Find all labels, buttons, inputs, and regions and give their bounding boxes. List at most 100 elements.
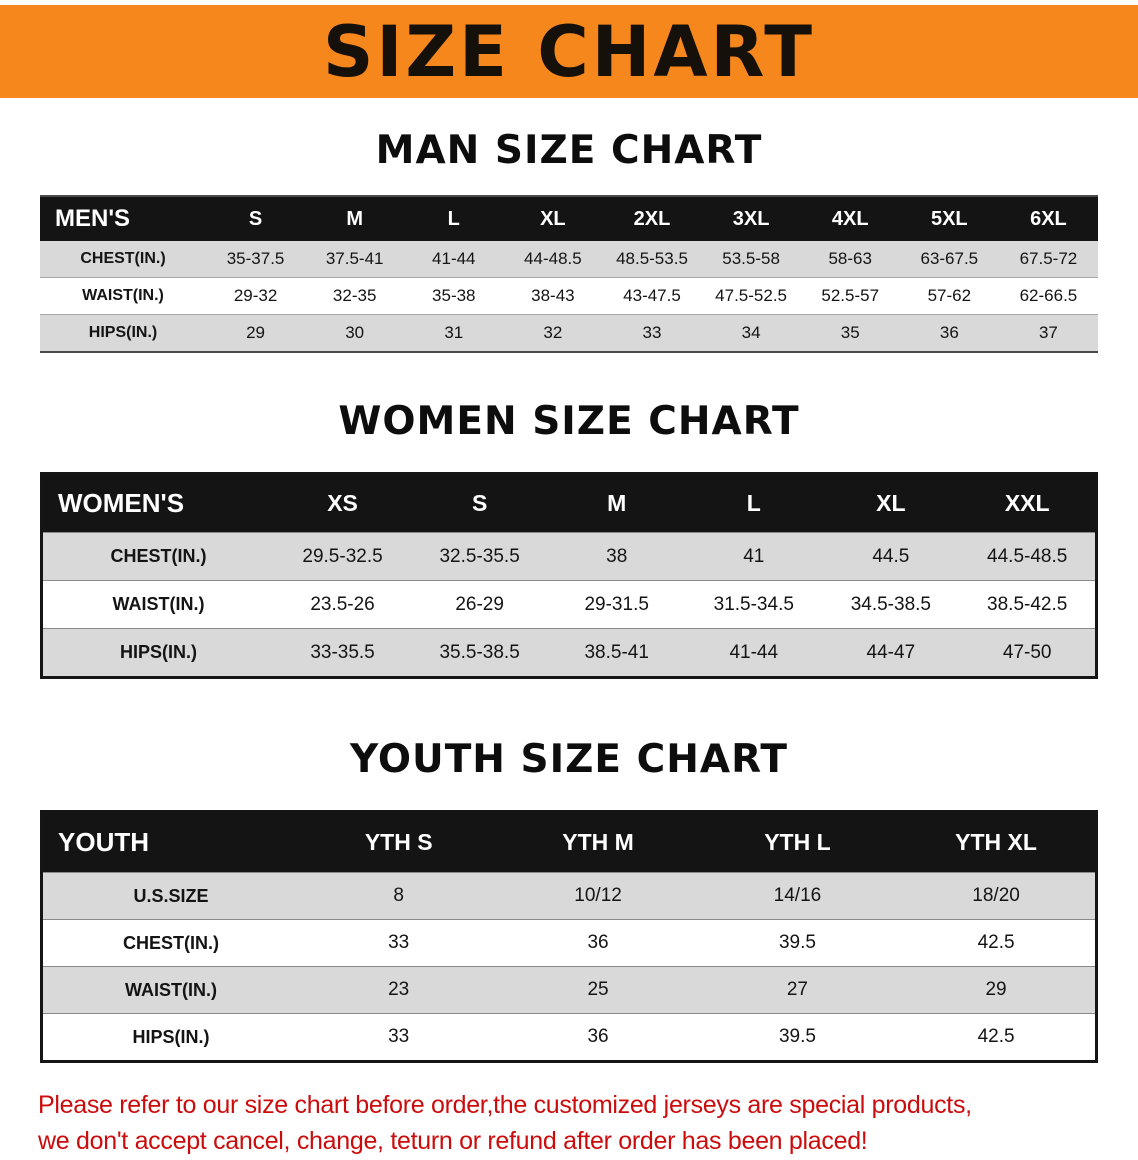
- row-label-cell: HIPS(IN.): [41, 628, 274, 678]
- size-header-cell: XL: [503, 196, 603, 241]
- value-cell: 33-35.5: [274, 628, 412, 678]
- value-cell: 32.5-35.5: [411, 532, 549, 581]
- men-size-chart-section: MAN SIZE CHART MEN'S S M L XL 2XL 3XL 4XL 5XL 6XL…: [0, 128, 1138, 353]
- row-label-cell: U.S.SIZE: [41, 872, 299, 920]
- women-size-table: WOMEN'S XS S M L XL XXL CHEST(IN.) 29.5-32.5 32.5…: [40, 472, 1098, 679]
- men-size-table: MEN'S S M L XL 2XL 3XL 4XL 5XL 6XL CHEST(IN.) 35-37…: [40, 195, 1098, 353]
- size-header-cell: XXL: [959, 473, 1097, 533]
- youth-size-chart-section: YOUTH SIZE CHART YOUTH YTH S YTH M YTH L YTH…: [0, 737, 1138, 1063]
- value-cell: 42.5: [897, 1013, 1097, 1062]
- measurement-row: CHEST(IN.) 33 36 39.5 42.5: [41, 919, 1097, 967]
- row-label-cell: CHEST(IN.): [41, 532, 274, 581]
- value-cell: 29-31.5: [548, 580, 686, 629]
- value-cell: 38: [548, 532, 686, 581]
- value-cell: 48.5-53.5: [602, 241, 702, 278]
- measurement-row: CHEST(IN.) 35-37.5 37.5-41 41-44 44-48.5 48.5…: [40, 241, 1098, 278]
- size-header-cell: 6XL: [998, 196, 1098, 241]
- value-cell: 34.5-38.5: [822, 580, 960, 629]
- value-cell: 29-32: [206, 277, 306, 315]
- row-label-cell: CHEST(IN.): [40, 241, 206, 278]
- measurement-row: U.S.SIZE 8 10/12 14/16 18/20: [41, 872, 1097, 920]
- value-cell: 41-44: [685, 628, 823, 678]
- value-cell: 38.5-42.5: [959, 580, 1097, 629]
- value-cell: 33: [602, 314, 702, 353]
- value-cell: 44-47: [822, 628, 960, 678]
- size-header-cell: L: [404, 196, 504, 241]
- disclaimer-line-1: Please refer to our size chart before or…: [38, 1091, 972, 1119]
- value-cell: 63-67.5: [899, 241, 999, 278]
- row-label-cell: WAIST(IN.): [41, 580, 274, 629]
- size-header-cell: XL: [822, 473, 960, 533]
- size-header-cell: 5XL: [899, 196, 999, 241]
- table-title-cell: WOMEN'S: [41, 473, 274, 533]
- youth-size-table: YOUTH YTH S YTH M YTH L YTH XL U.S.SIZE 8 10/12…: [40, 810, 1098, 1063]
- value-cell: 25: [498, 966, 698, 1014]
- value-cell: 32-35: [305, 277, 405, 315]
- value-cell: 47-50: [959, 628, 1097, 678]
- row-label-cell: HIPS(IN.): [41, 1013, 299, 1062]
- value-cell: 31.5-34.5: [685, 580, 823, 629]
- value-cell: 36: [498, 919, 698, 967]
- measurement-row: HIPS(IN.) 29 30 31 32 33 34 35 36 37: [40, 314, 1098, 353]
- value-cell: 37: [998, 314, 1098, 353]
- size-header-cell: YTH L: [697, 811, 898, 873]
- size-header-cell: L: [685, 473, 823, 533]
- value-cell: 29: [206, 314, 306, 353]
- value-cell: 39.5: [697, 919, 898, 967]
- value-cell: 36: [899, 314, 999, 353]
- measurement-row: CHEST(IN.) 29.5-32.5 32.5-35.5 38 41 44.5 44.5…: [41, 532, 1097, 581]
- value-cell: 38-43: [503, 277, 603, 315]
- value-cell: 31: [404, 314, 504, 353]
- value-cell: 14/16: [697, 872, 898, 920]
- value-cell: 36: [498, 1013, 698, 1062]
- size-header-cell: S: [411, 473, 549, 533]
- value-cell: 30: [305, 314, 405, 353]
- row-label-cell: HIPS(IN.): [40, 314, 206, 353]
- size-header-cell: 4XL: [800, 196, 900, 241]
- youth-section-heading: YOUTH SIZE CHART: [350, 737, 788, 782]
- value-cell: 38.5-41: [548, 628, 686, 678]
- value-cell: 8: [299, 872, 499, 920]
- size-header-cell: YTH XL: [897, 811, 1097, 873]
- page-title: SIZE CHART: [322, 10, 816, 93]
- value-cell: 35: [800, 314, 900, 353]
- value-cell: 32: [503, 314, 603, 353]
- row-label-cell: WAIST(IN.): [41, 966, 299, 1014]
- value-cell: 33: [299, 1013, 499, 1062]
- value-cell: 53.5-58: [701, 241, 801, 278]
- value-cell: 29: [897, 966, 1097, 1014]
- value-cell: 35-38: [404, 277, 504, 315]
- value-cell: 58-63: [800, 241, 900, 278]
- value-cell: 26-29: [411, 580, 549, 629]
- row-label-cell: WAIST(IN.): [40, 277, 206, 315]
- value-cell: 62-66.5: [998, 277, 1098, 315]
- value-cell: 18/20: [897, 872, 1097, 920]
- value-cell: 34: [701, 314, 801, 353]
- row-label-cell: CHEST(IN.): [41, 919, 299, 967]
- size-header-cell: M: [548, 473, 686, 533]
- measurement-row: WAIST(IN.) 29-32 32-35 35-38 38-43 43-47.5 47.…: [40, 277, 1098, 315]
- title-banner: SIZE CHART: [0, 5, 1138, 98]
- value-cell: 35.5-38.5: [411, 628, 549, 678]
- value-cell: 39.5: [697, 1013, 898, 1062]
- table-title-cell: MEN'S: [40, 196, 206, 241]
- size-header-cell: S: [206, 196, 306, 241]
- size-charts: MAN SIZE CHART MEN'S S M L XL 2XL 3XL 4XL 5XL 6XL…: [0, 128, 1138, 1063]
- value-cell: 41-44: [404, 241, 504, 278]
- value-cell: 42.5: [897, 919, 1097, 967]
- disclaimer-line-2: we don't accept cancel, change, teturn o…: [38, 1127, 868, 1156]
- value-cell: 37.5-41: [305, 241, 405, 278]
- value-cell: 44.5: [822, 532, 960, 581]
- size-header-cell: M: [305, 196, 405, 241]
- men-section-heading: MAN SIZE CHART: [375, 128, 763, 173]
- value-cell: 23.5-26: [274, 580, 412, 629]
- header-row: WOMEN'S XS S M L XL XXL: [41, 473, 1097, 533]
- size-header-cell: 3XL: [701, 196, 801, 241]
- measurement-row: HIPS(IN.) 33-35.5 35.5-38.5 38.5-41 41-44 44-…: [41, 628, 1097, 678]
- value-cell: 41: [685, 532, 823, 581]
- value-cell: 33: [299, 919, 499, 967]
- size-header-cell: XS: [274, 473, 412, 533]
- size-header-cell: YTH M: [498, 811, 698, 873]
- value-cell: 27: [697, 966, 898, 1014]
- header-row: MEN'S S M L XL 2XL 3XL 4XL 5XL 6XL: [40, 196, 1098, 241]
